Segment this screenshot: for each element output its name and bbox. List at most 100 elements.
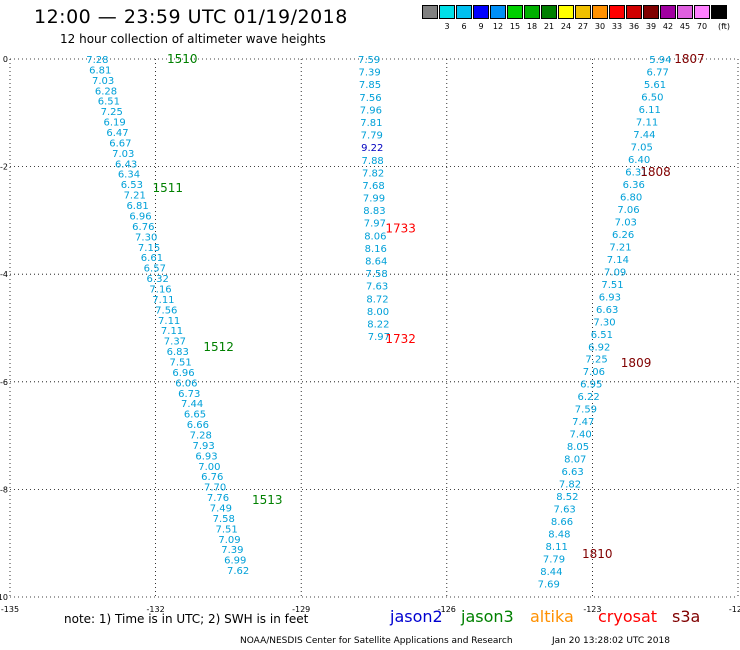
- wave-height-value: 6.11: [639, 105, 661, 116]
- wave-height-value: 7.69: [538, 580, 560, 591]
- wave-height-value: 6.63: [596, 305, 618, 316]
- wave-height-value: 7.49: [210, 504, 232, 515]
- scale-label: 3: [444, 22, 450, 31]
- wave-height-value: 6.34: [118, 170, 140, 181]
- wave-height-value: 7.51: [215, 524, 237, 535]
- wave-height-value: 7.44: [633, 130, 655, 141]
- track-jason3: 7.286.817.036.286.517.256.196.476.677.03…: [86, 52, 282, 577]
- x-tick-label: -129: [292, 605, 310, 614]
- wave-height-value: 7.68: [362, 181, 384, 192]
- pass-label: 1512: [203, 340, 234, 354]
- wave-height-value: 8.16: [365, 244, 387, 255]
- altimeter-tracks: 7.286.817.036.286.517.256.196.476.677.03…: [86, 52, 705, 591]
- wave-height-value: 5.61: [644, 80, 666, 91]
- wave-height-value: 6.67: [109, 138, 131, 149]
- wave-height-value: 7.40: [569, 430, 591, 441]
- wave-height-value: 7.70: [204, 483, 226, 494]
- wave-height-value: 6.61: [141, 253, 163, 264]
- pass-label: 1809: [621, 356, 652, 370]
- wave-height-value: 7.00: [198, 462, 220, 473]
- wave-height-value: 8.64: [365, 257, 387, 268]
- wave-height-value: 7.82: [559, 480, 581, 491]
- wave-height-value: 6.81: [126, 201, 148, 212]
- wave-height-value: 6.43: [115, 159, 137, 170]
- wave-height-value: 7.56: [155, 305, 177, 316]
- wave-height-value: 6.22: [577, 392, 599, 403]
- wave-height-value: 7.09: [604, 267, 626, 278]
- wave-height-value: 7.44: [181, 399, 203, 410]
- units-note: note: 1) Time is in UTC; 2) SWH is in fe…: [64, 612, 309, 626]
- pass-label: 1808: [640, 165, 671, 179]
- x-tick-label: -123: [583, 605, 601, 614]
- wave-height-value: 7.97: [364, 219, 386, 230]
- wave-height-value: 9.22: [361, 143, 383, 154]
- scale-swatch: [507, 5, 523, 19]
- wave-height-value: 7.28: [86, 55, 108, 66]
- wave-height-value: 8.48: [548, 530, 570, 541]
- wave-height-value: 7.25: [101, 107, 123, 118]
- wave-height-value: 6.73: [178, 389, 200, 400]
- wave-height-value: 7.63: [554, 505, 576, 516]
- scale-label: 15: [509, 22, 521, 31]
- y-tick-label: -6: [0, 378, 8, 387]
- wave-height-value: 7.39: [221, 545, 243, 556]
- wave-height-value: 7.09: [218, 535, 240, 546]
- pass-label: 1510: [167, 52, 198, 66]
- scale-label: 30: [594, 22, 606, 31]
- wave-height-value: 7.11: [158, 316, 180, 327]
- wave-height-value: 7.37: [164, 337, 186, 348]
- scale-swatch: [694, 5, 710, 19]
- scale-label: 27: [577, 22, 589, 31]
- wave-height-value: 8.72: [366, 294, 388, 305]
- wave-height-value: 7.96: [360, 105, 382, 116]
- wave-height-value: 6.76: [132, 222, 154, 233]
- wave-height-value: 7.76: [207, 493, 229, 504]
- scale-label: 70: [696, 22, 708, 31]
- legend-cryosat: cryosat: [598, 607, 658, 626]
- scale-swatch: [456, 5, 472, 19]
- scale-swatch: [422, 5, 438, 19]
- x-tick-label: -126: [438, 605, 456, 614]
- wave-height-value: 7.15: [138, 243, 160, 254]
- scale-swatch: [660, 5, 676, 19]
- y-tick-label: -10: [0, 593, 8, 602]
- wave-height-value: 7.63: [366, 282, 388, 293]
- wave-height-value: 6.51: [98, 97, 120, 108]
- scale-label: 36: [628, 22, 640, 31]
- scale-swatch: [711, 5, 727, 19]
- wave-height-value: 6.76: [201, 472, 223, 483]
- wave-height-value: 6.53: [121, 180, 143, 191]
- wave-height-value: 8.66: [551, 517, 573, 528]
- wave-height-value: 6.65: [184, 410, 206, 421]
- wave-height-value: 8.07: [564, 455, 586, 466]
- wave-height-value: 6.95: [580, 380, 602, 391]
- wave-height-value: 7.03: [615, 217, 637, 228]
- wave-height-value: 7.30: [135, 232, 157, 243]
- wave-height-value: 7.39: [358, 68, 380, 79]
- wave-height-value: 7.82: [362, 168, 384, 179]
- scale-label: 33: [611, 22, 623, 31]
- wave-height-value: 6.80: [620, 192, 642, 203]
- wave-height-value: 7.85: [359, 80, 381, 91]
- wave-height-value: 7.14: [607, 255, 629, 266]
- wave-height-value: 7.58: [213, 514, 235, 525]
- scale-swatch: [439, 5, 455, 19]
- wave-height-value: 8.22: [367, 319, 389, 330]
- wave-height-value: 7.06: [583, 367, 605, 378]
- wave-height-value: 5.94: [649, 55, 671, 66]
- legend-jason3: jason3: [461, 607, 514, 626]
- wave-height-value: 6.93: [195, 451, 217, 462]
- y-tick-label: -8: [0, 485, 8, 494]
- x-tick-label: -132: [147, 605, 165, 614]
- wave-height-value: 7.93: [193, 441, 215, 452]
- wave-height-value: 8.83: [363, 206, 385, 217]
- wave-height-value: 7.88: [362, 156, 384, 167]
- wave-height-value: 7.58: [366, 269, 388, 280]
- y-tick-label: -4: [0, 270, 8, 279]
- wave-height-value: 6.06: [175, 378, 197, 389]
- wave-height-value: 7.06: [617, 205, 639, 216]
- scale-swatch: [592, 5, 608, 19]
- wave-height-value: 7.59: [575, 405, 597, 416]
- wave-height-value: 6.26: [612, 230, 634, 241]
- y-tick-label: -2: [0, 163, 8, 172]
